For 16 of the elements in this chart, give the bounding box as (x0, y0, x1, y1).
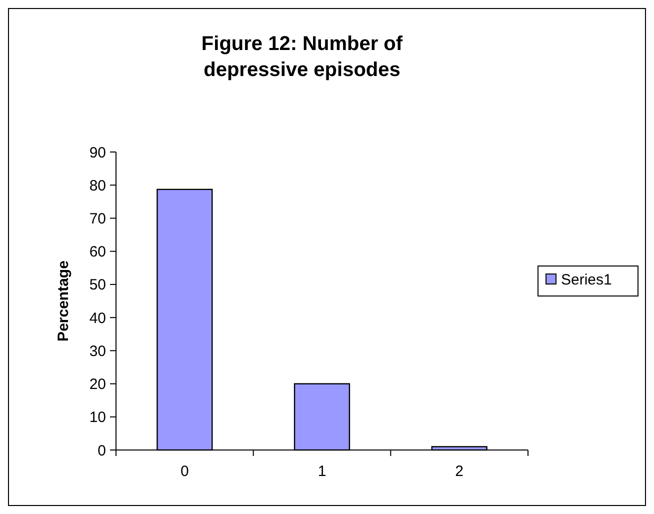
y-tick-label: 10 (89, 409, 106, 426)
legend-label: Series1 (561, 271, 612, 288)
y-tick-label: 70 (89, 210, 106, 228)
y-tick-label: 80 (89, 177, 106, 194)
y-tick-label: 60 (89, 244, 106, 261)
x-tick-label: 2 (455, 463, 464, 480)
chart-title: Figure 12: Number of depressive episodes (201, 33, 403, 81)
x-tick-label: 0 (180, 463, 189, 480)
y-tick-label: 90 (89, 144, 106, 162)
y-tick-label: 20 (89, 376, 106, 394)
y-tick-label: 40 (89, 310, 106, 327)
y-tick-label: 0 (98, 442, 106, 460)
y-axis-title: Percentage (55, 260, 72, 342)
x-tick-label: 1 (318, 463, 326, 480)
y-tick-label: 50 (89, 276, 106, 294)
y-tick-label: 30 (89, 342, 106, 360)
